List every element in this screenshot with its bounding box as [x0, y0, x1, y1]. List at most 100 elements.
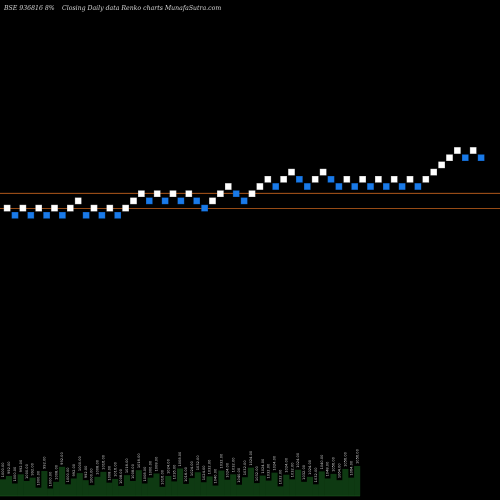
volume-bar-29 [171, 481, 178, 496]
volume-label-28: 1024.00 [166, 458, 170, 474]
volume-bar-57 [336, 480, 343, 496]
volume-bar-43 [253, 483, 260, 496]
volume-bar-7 [41, 471, 48, 496]
volume-label-6: 1000.00 [37, 470, 41, 486]
volume-bar-51 [300, 481, 308, 496]
renko-bricks [3, 147, 485, 219]
volume-bar-16 [94, 476, 101, 496]
volume-bar-37 [218, 470, 225, 496]
volume-bar-8 [47, 488, 54, 496]
volume-label-58: 1056.00 [343, 451, 347, 467]
down-brick-30 [240, 197, 248, 205]
up-brick-19 [153, 190, 161, 198]
volume-bar-5 [29, 477, 36, 496]
up-brick-9 [74, 197, 82, 205]
volume-bar-25 [147, 477, 154, 496]
volume-bar-1 [5, 476, 12, 496]
volume-label-44: 1024.00 [261, 458, 265, 474]
up-brick-49 [390, 175, 398, 183]
up-brick-39 [311, 175, 319, 183]
up-brick-8 [66, 204, 74, 212]
down-brick-3 [27, 211, 35, 219]
volume-bar-38 [224, 479, 231, 496]
volume-bar-28 [165, 476, 172, 496]
down-brick-5 [43, 211, 50, 219]
down-brick-7 [59, 211, 66, 219]
down-brick-14 [114, 211, 121, 219]
volume-bar-11 [64, 484, 72, 496]
up-brick-54 [430, 168, 438, 176]
volume-label-8: 1000.00 [48, 471, 52, 487]
volume-label-33: 1032.00 [196, 455, 200, 471]
up-brick-31 [248, 190, 256, 198]
volume-label-10: 992.00 [60, 452, 64, 465]
volume-bar-15 [88, 485, 95, 496]
volume-label-40: 1040.00 [237, 467, 241, 483]
volume-label-13: 1000.00 [78, 456, 82, 472]
down-brick-41 [327, 175, 335, 183]
volume-bar-24 [141, 483, 148, 496]
volume-bar-41 [241, 477, 249, 496]
up-brick-27 [217, 190, 224, 198]
down-brick-22 [177, 197, 185, 205]
volume-bar-55 [324, 478, 331, 496]
volume-bar-6 [35, 487, 42, 496]
volume-label-2: 1000.00 [13, 466, 17, 482]
volume-bar-35 [206, 476, 213, 496]
volume-label-19: 1016.00 [113, 461, 117, 477]
volume-label-59: 1064.00 [349, 460, 353, 476]
down-brick-18 [145, 197, 153, 205]
up-brick-43 [343, 175, 351, 183]
down-brick-1 [11, 211, 19, 219]
volume-label-55: 1048.00 [326, 461, 330, 477]
volume-label-34: 1024.00 [202, 465, 206, 481]
up-brick-28 [224, 183, 232, 190]
down-brick-46 [367, 183, 374, 190]
volume-bar-40 [236, 484, 243, 496]
down-brick-12 [98, 211, 106, 219]
down-brick-10 [82, 211, 90, 219]
volume-label-12: 992.00 [72, 463, 76, 476]
volume-label-39: 1032.00 [231, 457, 235, 473]
volume-bar-21 [123, 475, 131, 496]
volume-label-23: 1016.00 [137, 453, 141, 469]
volume-bar-59 [348, 477, 355, 496]
volume-panel [0, 466, 361, 497]
volume-label-26: 1008.00 [155, 456, 159, 472]
up-brick-0 [3, 204, 11, 212]
volume-label-35: 1032.00 [208, 459, 212, 475]
volume-bar-12 [70, 478, 77, 496]
up-brick-45 [359, 175, 366, 183]
volume-label-46: 1024.00 [273, 455, 277, 471]
volume-label-54: 1040.00 [320, 454, 324, 470]
volume-label-48: 1024.00 [284, 457, 288, 473]
volume-bar-17 [100, 471, 107, 496]
down-brick-52 [414, 183, 422, 190]
volume-bar-31 [182, 483, 190, 496]
volume-label-5: 992.00 [31, 462, 35, 475]
volume-bar-50 [295, 469, 302, 496]
down-brick-58 [462, 154, 469, 162]
down-brick-44 [351, 183, 359, 190]
up-brick-26 [209, 197, 216, 205]
up-brick-17 [138, 190, 145, 198]
down-brick-60 [477, 154, 485, 162]
volume-bar-53 [312, 484, 319, 496]
up-brick-51 [406, 175, 414, 183]
volume-label-51: 1032.00 [302, 464, 306, 480]
volume-bar-0 [0, 479, 7, 496]
up-brick-35 [280, 175, 287, 183]
volume-label-53: 1032.00 [314, 467, 318, 483]
volume-label-21: 1016.00 [125, 458, 129, 474]
down-brick-25 [201, 204, 208, 212]
up-brick-57 [454, 147, 461, 154]
volume-label-4: 1000.00 [25, 463, 29, 479]
up-brick-47 [375, 175, 382, 183]
volume-bar-54 [318, 471, 325, 496]
up-brick-33 [264, 175, 272, 183]
volume-bar-48 [283, 474, 290, 496]
volume-label-42: 1024.00 [249, 450, 253, 466]
volume-label-14: 992.00 [84, 465, 88, 478]
